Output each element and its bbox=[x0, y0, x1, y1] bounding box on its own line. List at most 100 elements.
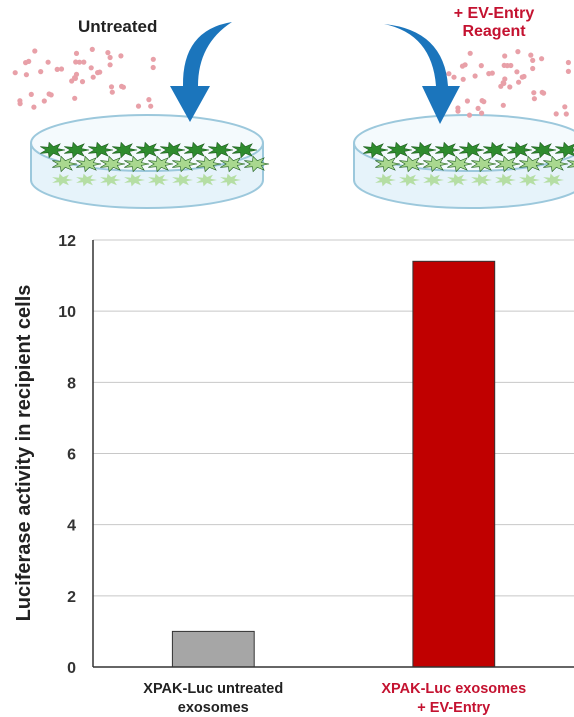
y-tick-label: 10 bbox=[58, 304, 76, 321]
cell-shape bbox=[76, 173, 97, 187]
exosome-dot bbox=[107, 62, 113, 68]
exosome-dots bbox=[12, 46, 156, 110]
exosome-dot bbox=[12, 70, 18, 76]
exosome-dot bbox=[97, 69, 103, 75]
exosome-dot bbox=[89, 46, 95, 53]
cell-shape bbox=[40, 141, 66, 159]
cell-layer bbox=[363, 141, 574, 187]
cell-shape bbox=[519, 173, 540, 187]
bar bbox=[171, 630, 255, 668]
exosome-dot bbox=[455, 108, 461, 114]
cell-shape bbox=[124, 173, 145, 187]
cell-shape bbox=[423, 155, 449, 173]
x-tick-label: exosomes bbox=[178, 700, 249, 716]
y-axis-title: Luciferase activity in recipient cells bbox=[13, 285, 35, 622]
cell-shape bbox=[399, 155, 425, 173]
exosome-dot bbox=[118, 53, 124, 59]
untreated-dish bbox=[30, 114, 270, 209]
y-tick-label: 0 bbox=[67, 660, 76, 677]
cell-shape bbox=[543, 155, 569, 173]
cell-shape bbox=[567, 160, 574, 168]
cell-shape bbox=[447, 155, 473, 173]
cell-shape bbox=[555, 141, 574, 159]
exosome-dot bbox=[107, 54, 113, 61]
exosome-dot bbox=[148, 103, 154, 109]
cell-shape bbox=[172, 173, 193, 187]
exosome-dot bbox=[502, 76, 508, 82]
exosome-dot bbox=[73, 50, 80, 57]
cell-shape bbox=[363, 141, 389, 159]
exosome-dot bbox=[72, 95, 78, 101]
y-tick-label: 6 bbox=[67, 447, 76, 464]
exosome-dot bbox=[479, 110, 485, 116]
cell-shape bbox=[543, 173, 564, 187]
exosome-dot bbox=[486, 71, 492, 77]
cell-shape bbox=[447, 173, 468, 187]
ev-entry-label: + EV-Entry bbox=[454, 5, 535, 22]
cell-shape bbox=[483, 141, 509, 159]
exosome-dot bbox=[500, 102, 506, 108]
exosome-dot bbox=[150, 64, 156, 71]
treated-dish bbox=[353, 114, 574, 209]
gridlines bbox=[93, 239, 574, 597]
exosome-dot bbox=[515, 49, 521, 55]
y-tick-label: 8 bbox=[67, 375, 76, 392]
exosome-dot bbox=[521, 73, 527, 80]
exosome-dot bbox=[31, 104, 37, 110]
y-tick-label: 4 bbox=[67, 518, 76, 535]
cell-shape bbox=[399, 173, 420, 187]
cell-shape bbox=[136, 141, 162, 159]
cell-shape bbox=[196, 155, 222, 173]
cell-shape bbox=[160, 141, 186, 159]
cell-shape bbox=[88, 141, 114, 159]
arrow-icon bbox=[384, 24, 460, 124]
exosome-dot bbox=[462, 62, 468, 68]
exosome-dot bbox=[135, 103, 142, 109]
exosome-dot bbox=[90, 74, 96, 80]
exosome-dot bbox=[502, 53, 508, 59]
x-tick-label: + EV-Entry bbox=[417, 700, 490, 716]
exosome-dot bbox=[73, 59, 79, 65]
exosome-dot bbox=[54, 66, 60, 72]
exosome-dot bbox=[105, 50, 111, 56]
exosome-dot bbox=[531, 96, 538, 102]
exosome-dot bbox=[539, 56, 545, 62]
cell-shape bbox=[184, 141, 210, 159]
illustration: Untreated + EV-Entry Reagent bbox=[12, 5, 574, 209]
exosome-dot bbox=[17, 101, 23, 107]
cell-shape bbox=[100, 173, 121, 187]
exosome-dot bbox=[514, 69, 520, 75]
exosome-dot bbox=[79, 79, 86, 85]
exosome-dot bbox=[530, 65, 536, 72]
exosome-dot bbox=[466, 112, 473, 118]
cell-shape bbox=[244, 155, 270, 173]
cell-shape bbox=[471, 173, 492, 187]
exosome-dot bbox=[32, 48, 38, 54]
exosome-dot bbox=[45, 59, 51, 65]
exosome-dot bbox=[81, 59, 87, 65]
cell-shape bbox=[232, 141, 258, 159]
exosome-dot bbox=[504, 63, 510, 69]
cell-shape bbox=[52, 155, 78, 173]
untreated-label: Untreated bbox=[78, 17, 157, 36]
exosome-dot bbox=[478, 63, 484, 69]
cell-shape bbox=[375, 173, 396, 187]
exosome-dot bbox=[479, 98, 485, 104]
cell-shape bbox=[76, 155, 102, 173]
exosome-dot bbox=[464, 98, 470, 104]
cell-shape bbox=[148, 173, 169, 187]
exosome-dot bbox=[28, 91, 34, 97]
cell-shape bbox=[124, 155, 150, 173]
cell-shape bbox=[519, 155, 545, 173]
cell-shape bbox=[112, 141, 138, 159]
exosome-dot bbox=[446, 71, 452, 77]
exosome-dot bbox=[46, 91, 52, 97]
cell-shape bbox=[471, 155, 497, 173]
cell-shape bbox=[423, 173, 444, 187]
exosome-dot bbox=[562, 104, 568, 110]
exosome-dot bbox=[467, 50, 473, 56]
cell-shape bbox=[411, 141, 437, 159]
y-axis-ticks: 0 2 4 6 8 10 12 bbox=[58, 233, 76, 677]
cell-shape bbox=[220, 155, 246, 173]
